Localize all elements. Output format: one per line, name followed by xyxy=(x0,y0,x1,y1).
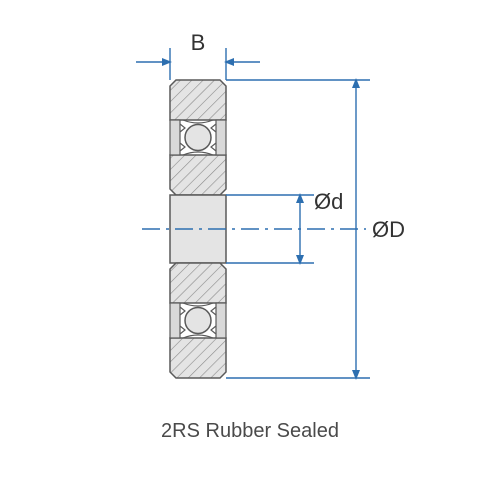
label-d: Ød xyxy=(314,189,343,214)
label-D: ØD xyxy=(372,217,405,242)
caption: 2RS Rubber Sealed xyxy=(0,420,500,443)
bearing-diagram: B ØD Ød 2RS Rubber Sealed xyxy=(0,0,500,500)
label-B: B xyxy=(191,30,206,55)
